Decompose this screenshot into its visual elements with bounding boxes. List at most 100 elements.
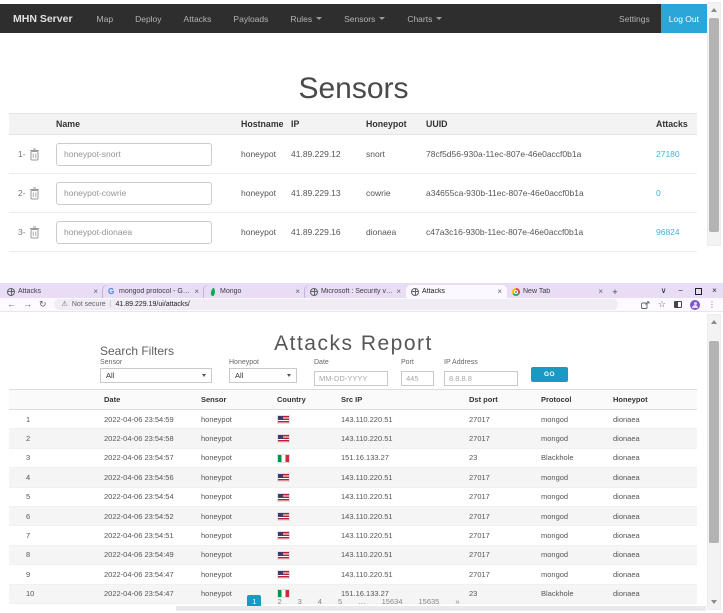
mhn-nav-item[interactable]: Map (96, 13, 114, 24)
column-header-sensor: Sensor (201, 395, 227, 404)
sensor-name-input[interactable] (56, 142, 212, 166)
attack-dst-port: 27017 (469, 434, 490, 444)
tab-close-icon[interactable]: × (93, 286, 98, 296)
mhn-nav-item[interactable]: Attacks (183, 13, 212, 24)
bookmark-star-icon[interactable]: ☆ (657, 299, 666, 309)
pagination-item[interactable]: 1 (247, 595, 262, 608)
sensor-index: 2- (9, 187, 56, 200)
honeypot-filter-select[interactable]: All (229, 368, 297, 383)
scrollbar-thumb[interactable] (709, 341, 719, 543)
mhn-nav-dropdown[interactable]: Charts (396, 4, 453, 33)
sensor-index: 1- (9, 148, 56, 161)
port-filter-label: Port (401, 359, 414, 366)
attack-protocol: mongod (541, 531, 569, 541)
close-button[interactable]: × (712, 285, 717, 295)
reload-icon[interactable]: ↻ (39, 299, 47, 309)
tab-close-icon[interactable]: × (598, 286, 603, 296)
tab-close-icon[interactable]: × (396, 286, 401, 296)
attacks-count-link[interactable]: 27180 (656, 149, 680, 159)
go-button[interactable]: GO (531, 367, 568, 382)
share-icon[interactable] (640, 300, 650, 309)
pagination-item[interactable]: 15634 (381, 596, 403, 606)
attack-sensor: honeypot (201, 511, 232, 521)
browser-tab[interactable]: mongod protocol - G… × (103, 285, 204, 298)
logout-button[interactable]: Log Out (660, 4, 707, 33)
column-header-honeypot: Honeypot (366, 119, 407, 129)
sensor-filter-label: Sensor (100, 359, 123, 366)
port-filter-input[interactable] (401, 371, 434, 386)
attack-table-row: 5 2022-04-06 23:54:54 honeypot 143.110.2… (9, 488, 697, 507)
mhn-navbar: MHN Server Map Deploy Attacks Payloads (0, 4, 707, 33)
mhn-nav-item[interactable]: Deploy (135, 13, 162, 24)
browser-tab[interactable]: Attacks × (2, 285, 103, 298)
attack-date: 2022-04-06 23:54:47 (104, 569, 174, 579)
ip-filter-input[interactable] (444, 371, 518, 386)
browser-scrollbar[interactable] (707, 314, 721, 610)
scroll-down-icon[interactable] (711, 600, 717, 604)
sensor-name-input[interactable] (56, 220, 212, 244)
sensor-uuid: a34655ca-930b-11ec-807e-46e0accf0b1a (426, 188, 584, 198)
date-filter-input[interactable] (314, 371, 388, 386)
browser-menu-icon[interactable]: ⋮ (708, 299, 716, 309)
sensor-hostname: honeypot (241, 227, 276, 237)
browser-tab[interactable]: Attacks × (406, 285, 507, 298)
settings-link[interactable]: Settings (619, 13, 650, 24)
delete-sensor-icon[interactable] (29, 226, 40, 239)
sensor-table-row: 2- honeypot (9, 174, 697, 213)
delete-sensor-icon[interactable] (29, 148, 40, 161)
attack-honeypot: dionaea (613, 414, 640, 424)
attacks-count-link[interactable]: 0 (656, 188, 661, 198)
mhn-nav-item[interactable]: Payloads (233, 13, 269, 24)
pagination-item[interactable]: 4 (317, 596, 322, 606)
forward-icon[interactable]: → (23, 299, 32, 309)
column-header-country: Country (277, 395, 306, 404)
side-panel-icon[interactable] (674, 301, 682, 308)
tab-close-icon[interactable]: × (497, 286, 502, 296)
attack-src-ip: 143.110.220.51 (341, 531, 393, 541)
column-header-date: Date (104, 395, 121, 404)
country-flag-icon (277, 511, 290, 521)
mhn-nav-dropdown[interactable]: Sensors (333, 4, 396, 33)
tab-close-icon[interactable]: × (295, 286, 300, 296)
tab-search-chevron-icon[interactable]: ∨ (660, 285, 667, 295)
profile-avatar[interactable] (690, 299, 700, 310)
tab-close-icon[interactable]: × (194, 286, 199, 296)
sensor-filter-group: Sensor All (100, 359, 212, 383)
sensor-uuid: 78cf5d56-930a-11ec-807e-46e0accf0b1a (426, 149, 582, 159)
attacks-table-header: Date Sensor Country Src IP Dst port Prot… (9, 389, 697, 410)
attacks-report-page: Attacks Report Search Filters Sensor All… (0, 312, 723, 613)
mhn-nav-dropdown[interactable]: Rules (279, 4, 333, 33)
new-tab-button[interactable]: + (612, 286, 618, 297)
pagination-item[interactable]: 2 (277, 596, 282, 606)
attacks-table-body: 1 2022-04-06 23:54:59 honeypot 143.110.2… (9, 410, 697, 604)
sensor-filter-select[interactable]: All (100, 368, 212, 383)
scrollbar-thumb[interactable] (709, 18, 719, 232)
pagination-item[interactable]: … (358, 596, 366, 606)
sensor-name-input[interactable] (56, 181, 212, 205)
attack-src-ip: 143.110.220.51 (341, 492, 393, 502)
sensor-ip: 41.89.229.16 (291, 227, 341, 237)
attack-src-ip: 143.110.220.51 (341, 569, 393, 579)
attack-honeypot: dionaea (613, 453, 640, 463)
browser-tab[interactable]: New Tab × (507, 285, 608, 298)
browser-tab[interactable]: Microsoft : Security v… × (305, 285, 406, 298)
delete-sensor-icon[interactable] (29, 187, 40, 200)
browser-tab[interactable]: Mongo × (204, 285, 305, 298)
honeypot-filter-label: Honeypot (229, 359, 259, 366)
scroll-up-icon[interactable] (711, 8, 717, 12)
back-icon[interactable]: ← (7, 299, 16, 309)
address-bar[interactable]: ⚠ Not secure | 41.89.229.19/ui/attacks/ (53, 299, 618, 310)
pagination-item[interactable]: 15635 (418, 596, 440, 606)
scroll-up-icon[interactable] (711, 320, 717, 324)
go-button-group: GO (531, 367, 568, 382)
mhn-scrollbar[interactable] (707, 2, 721, 246)
pagination-item[interactable]: 3 (297, 596, 302, 606)
pagination-item[interactable]: » (455, 596, 460, 606)
attack-table-row: 9 2022-04-06 23:54:47 honeypot 143.110.2… (9, 565, 697, 585)
attack-dst-port: 23 (469, 589, 478, 599)
pagination-item[interactable]: 5 (337, 596, 343, 606)
minimize-button[interactable]: − (678, 285, 683, 295)
attacks-count-link[interactable]: 96824 (656, 227, 680, 237)
attack-country-cell (277, 453, 341, 463)
mhn-brand[interactable]: MHN Server (13, 12, 73, 25)
